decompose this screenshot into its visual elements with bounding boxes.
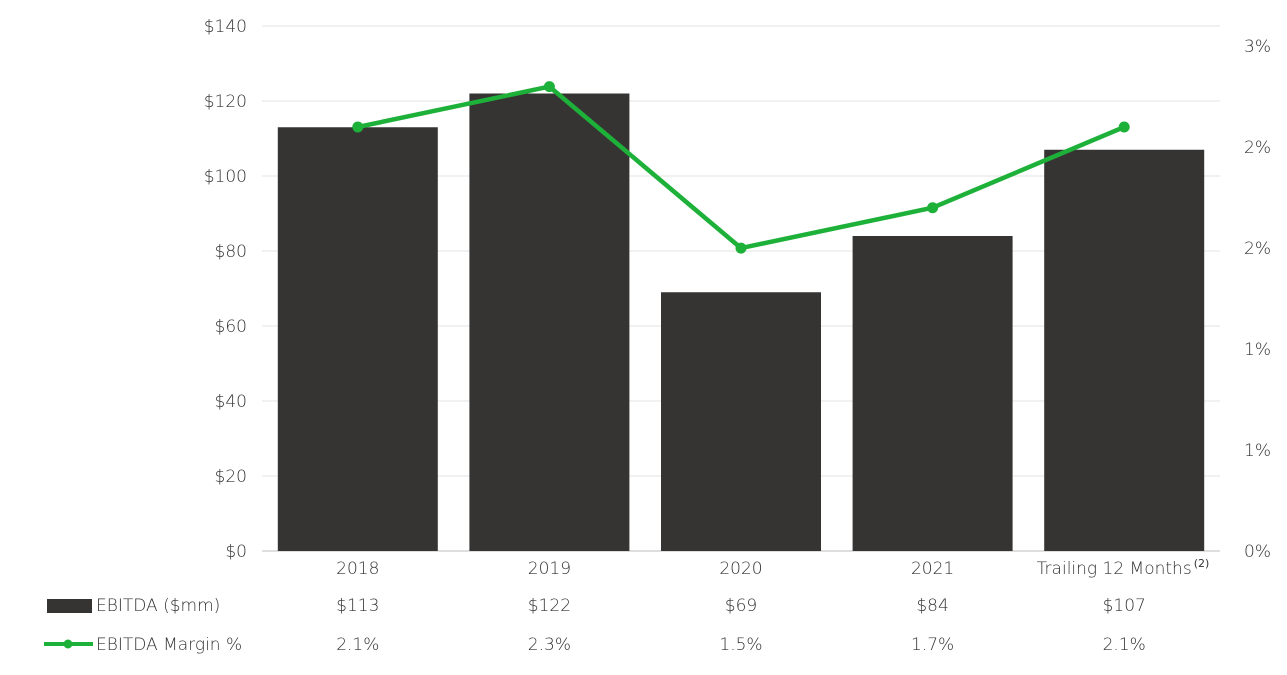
legend-bar-swatch xyxy=(47,599,92,613)
left-tick-label: $0 xyxy=(225,542,247,562)
legend-line-label: EBITDA Margin % xyxy=(96,635,242,655)
left-tick-label: $120 xyxy=(204,92,247,112)
margin-point xyxy=(735,242,747,254)
ebitda-value-cell: $122 xyxy=(528,596,571,616)
margin-point xyxy=(1118,121,1130,133)
margin-point xyxy=(927,202,939,214)
category-label: Trailing 12 Months xyxy=(1037,559,1192,579)
category-superscript: (2) xyxy=(1194,557,1210,570)
right-tick-label: 2% xyxy=(1244,239,1271,259)
category-label: 2021 xyxy=(911,559,954,579)
margin-value-cell: 1.7% xyxy=(911,635,954,655)
bars xyxy=(277,93,1205,551)
margin-point xyxy=(543,81,555,93)
bar xyxy=(469,93,630,551)
margin-value-cell: 2.3% xyxy=(528,635,571,655)
margin-value-cell: 2.1% xyxy=(1103,635,1146,655)
ebitda-value-cell: $84 xyxy=(916,596,948,616)
bar xyxy=(1044,149,1205,551)
left-axis: $0 $20 $40 $60 $80 $100 $120 $140 xyxy=(204,17,247,562)
category-label: 2018 xyxy=(336,559,379,579)
left-tick-label: $40 xyxy=(215,392,247,412)
left-tick-label: $80 xyxy=(215,242,247,262)
category-axis: 2018 2019 2020 2021 Trailing 12 Months (2) xyxy=(336,557,1209,579)
right-axis: 0% 1% 1% 2% 2% 3% xyxy=(1244,37,1271,562)
data-table: EBITDA ($mm) EBITDA Margin % $113 $122 $69… xyxy=(44,596,1146,655)
margin-value-cell: 2.1% xyxy=(336,635,379,655)
margin-point xyxy=(352,121,364,133)
margin-value-cell: 1.5% xyxy=(719,635,762,655)
left-tick-label: $20 xyxy=(215,467,247,487)
category-label: 2019 xyxy=(528,559,571,579)
ebitda-value-cell: $107 xyxy=(1103,596,1146,616)
left-tick-label: $60 xyxy=(215,317,247,337)
right-tick-label: 2% xyxy=(1244,138,1271,158)
bar xyxy=(852,236,1013,551)
right-tick-label: 1% xyxy=(1244,340,1271,360)
right-tick-label: 0% xyxy=(1244,542,1271,562)
left-tick-label: $100 xyxy=(204,167,247,187)
left-tick-label: $140 xyxy=(204,17,247,37)
right-tick-label: 3% xyxy=(1244,37,1271,57)
ebitda-value-cell: $113 xyxy=(336,596,379,616)
right-tick-label: 1% xyxy=(1244,441,1271,461)
bar xyxy=(661,292,821,551)
bar xyxy=(277,127,438,551)
legend-line-marker xyxy=(63,639,73,649)
ebitda-value-cell: $69 xyxy=(725,596,757,616)
category-label: 2020 xyxy=(719,559,762,579)
legend-bar-label: EBITDA ($mm) xyxy=(96,596,220,616)
margin-line xyxy=(352,81,1130,254)
